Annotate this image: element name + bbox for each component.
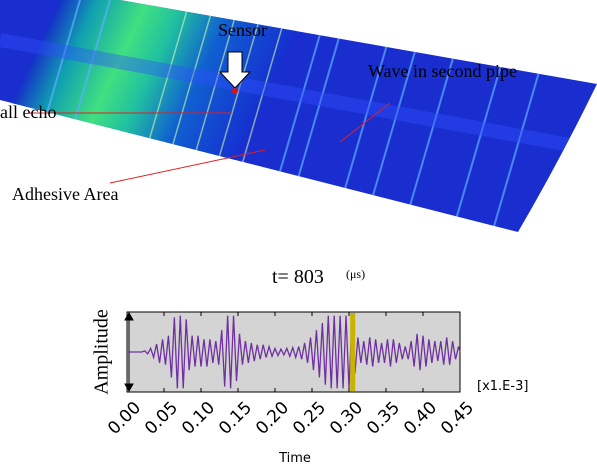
x-tick-label: 0.30: [326, 398, 367, 439]
x-tick-label: 0.35: [363, 398, 404, 439]
x-scale-label: [x1.E-3]: [477, 379, 528, 394]
x-tick-label: 0.15: [215, 398, 256, 439]
time-cursor: [350, 313, 355, 391]
wave-label: Wave in second pipe: [368, 61, 517, 81]
y-axis-label: Amplitude: [91, 309, 113, 395]
x-tick-label: 0.10: [178, 398, 219, 439]
x-tick-label: 0.45: [437, 398, 478, 439]
x-tick-label: 0.20: [252, 398, 293, 439]
title-unit: (μs): [346, 267, 365, 281]
x-tick-label: 0.40: [400, 398, 441, 439]
adhesive-label: Adhesive Area: [12, 184, 118, 204]
figure: Sensor all echo Wave in second pipe Adhe…: [0, 0, 597, 470]
x-tick-label: 0.25: [289, 398, 330, 439]
wall-echo-label: all echo: [0, 102, 56, 122]
chart-title: t= 803: [272, 266, 324, 288]
sensor-label: Sensor: [218, 20, 267, 40]
x-axis-label: Time: [278, 451, 311, 466]
x-tick-label: 0.00: [104, 398, 145, 439]
x-tick-label: 0.05: [141, 398, 182, 439]
pipe-render: [0, 0, 597, 240]
sensor-dot: [232, 88, 238, 94]
